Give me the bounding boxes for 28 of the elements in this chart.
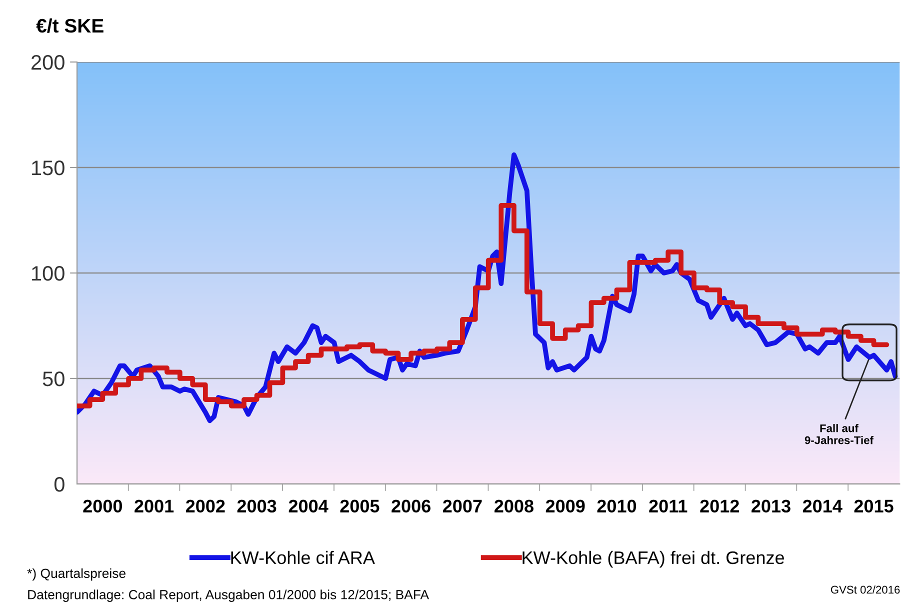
x-tick-label: 2004	[288, 500, 328, 513]
legend-label: KW-Kohle cif ARA	[231, 550, 375, 564]
text: *) Quartalspreise	[27, 568, 126, 581]
legend-label: KW-Kohle (BAFA) frei dt. Grenze	[522, 550, 784, 568]
x-tick-label: 2003	[237, 500, 276, 513]
x-tick-label: 2005	[340, 500, 380, 513]
x-tick-label: 2006	[392, 500, 430, 513]
y-tick-label: 100	[32, 266, 64, 281]
text: Datengrundlage: Coal Report, Ausgaben 01/2000 bis 12/2015; BAFA	[28, 590, 430, 602]
x-tick-label: 2011	[649, 500, 688, 513]
x-tick-label: 2014	[802, 500, 842, 513]
x-tick-label: 2008	[494, 500, 534, 513]
y-tick-label: 0	[54, 476, 64, 492]
annotation: Fall auf 9-Jahres-Tief	[804, 424, 874, 444]
x-tick-label: 2015	[854, 500, 894, 513]
x-tick-label: 2013	[752, 500, 790, 513]
x-tick-label: 2010	[597, 500, 636, 513]
x-tick-label: 2009	[546, 500, 585, 513]
x-tick-label: 2002	[186, 500, 225, 513]
x-tick-label: 2007	[442, 500, 482, 513]
x-tick-label: 2001	[134, 500, 174, 513]
y-tick-label: 150	[32, 160, 64, 176]
text: GVSt 02/2016	[830, 585, 900, 594]
y-tick-label: 50	[42, 371, 64, 386]
x-tick-label: 2012	[700, 500, 739, 513]
y-tick-label: 200	[32, 55, 64, 70]
y-axis-title: €/t SKE	[36, 18, 104, 33]
x-tick-label: 2000	[83, 500, 122, 513]
